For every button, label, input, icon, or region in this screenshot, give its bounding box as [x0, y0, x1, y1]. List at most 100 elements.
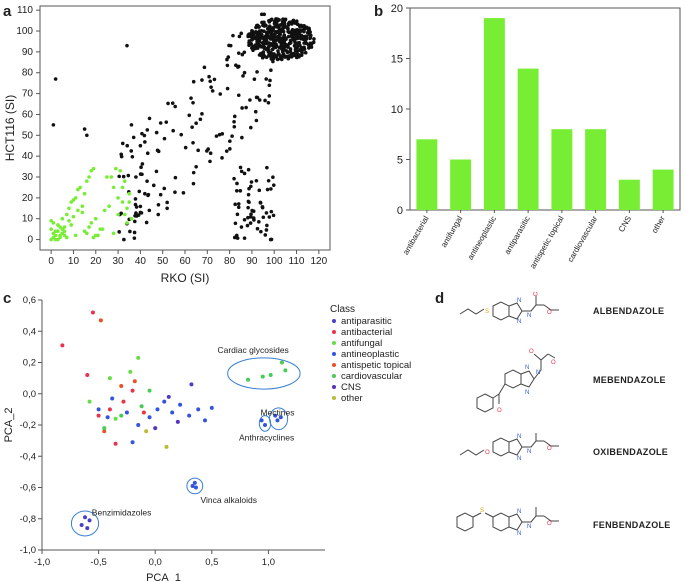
- data-point-black: [82, 127, 87, 131]
- data-point-black: [248, 221, 253, 225]
- data-point-black: [254, 118, 259, 123]
- data-point-green: [102, 208, 107, 213]
- data-point-antineoplastic: [136, 423, 141, 427]
- data-point-antineoplastic: [196, 407, 201, 412]
- svg-text:O: O: [547, 521, 552, 527]
- data-point-green: [53, 237, 58, 242]
- data-point-black: [126, 173, 131, 178]
- data-point-green: [76, 208, 80, 213]
- data-point-black: [298, 48, 302, 53]
- data-point-cardiovascular: [102, 426, 107, 431]
- data-point-black: [275, 57, 280, 62]
- legend-label: cardiovascular: [341, 371, 402, 382]
- data-point-cardiovascular: [119, 413, 124, 418]
- data-point-black: [132, 230, 137, 235]
- data-point-black: [122, 237, 126, 242]
- data-point-green: [87, 225, 91, 229]
- data-point-black: [269, 68, 273, 73]
- data-point-antineoplastic: [170, 410, 175, 415]
- data-point-black: [308, 30, 312, 34]
- data-point-green: [89, 221, 94, 225]
- y-tick-label: -0,8: [20, 514, 36, 525]
- x-tick-label: 0: [48, 256, 54, 267]
- data-point-green: [87, 175, 91, 179]
- data-point-black: [304, 37, 309, 41]
- data-point-black: [257, 188, 262, 193]
- data-point-black: [260, 55, 265, 60]
- y-axis-label: PCA_2: [3, 408, 15, 443]
- panel-label-b: b: [374, 3, 384, 20]
- data-point-black: [227, 43, 231, 48]
- legend-marker: [332, 385, 336, 389]
- data-point-green: [129, 216, 134, 221]
- data-point-black: [250, 46, 254, 50]
- data-point-black: [151, 183, 156, 188]
- data-point-black: [257, 29, 262, 33]
- data-point-green: [111, 185, 116, 190]
- data-point-black: [279, 29, 283, 34]
- data-point-green: [120, 185, 125, 190]
- data-point-black: [257, 98, 262, 102]
- data-point-black: [247, 32, 252, 37]
- data-point-black: [208, 79, 213, 84]
- svg-text:O: O: [529, 349, 534, 355]
- svg-text:S: S: [480, 508, 484, 514]
- data-point-black: [145, 128, 150, 132]
- data-point-cardiovascular: [260, 374, 265, 379]
- data-point-black: [237, 34, 242, 39]
- legend-marker: [332, 330, 336, 334]
- data-point-green: [71, 198, 76, 202]
- y-tick-label: 20: [391, 3, 403, 15]
- data-point-black: [191, 141, 195, 145]
- data-point-antineoplastic: [193, 485, 198, 490]
- annotation: Cardiac glycosides: [217, 345, 288, 355]
- data-point-antineoplastic: [192, 480, 197, 485]
- data-point-black: [301, 28, 306, 33]
- data-point-black: [307, 46, 311, 50]
- x-tick-label: 50: [157, 256, 169, 267]
- data-point-cns: [153, 426, 158, 431]
- data-point-black: [125, 43, 129, 48]
- data-point-black: [208, 159, 212, 164]
- data-point-green: [125, 221, 129, 225]
- data-point-black: [238, 188, 243, 193]
- data-point-green: [82, 229, 87, 234]
- data-point-black: [218, 92, 223, 96]
- bar-cns: [618, 179, 640, 210]
- data-point-black: [267, 24, 272, 29]
- y-axis-label: HCT116 (SI): [3, 95, 17, 161]
- data-point-antifungal: [136, 355, 141, 360]
- data-point-green: [107, 204, 111, 209]
- svg-text:O: O: [551, 360, 556, 366]
- data-point-green: [127, 200, 132, 204]
- data-point-black: [236, 202, 241, 206]
- data-point-black: [263, 233, 268, 237]
- data-point-antiparasitic: [79, 523, 84, 527]
- legend-marker: [332, 374, 336, 378]
- legend-marker: [332, 352, 336, 356]
- data-point-black: [191, 79, 196, 84]
- data-point-black: [239, 225, 244, 229]
- data-point-black: [166, 101, 170, 106]
- data-point-black: [246, 215, 250, 220]
- data-point-black: [147, 116, 152, 121]
- data-point-black: [190, 125, 194, 129]
- x-tick-label: antineoplastic: [466, 215, 498, 262]
- data-point-black: [271, 183, 276, 187]
- data-point-black: [309, 33, 313, 38]
- data-point-green: [80, 210, 85, 215]
- legend-marker: [332, 341, 336, 345]
- data-point-black: [235, 181, 239, 186]
- data-point-black: [200, 112, 204, 116]
- annotation: Mectines: [260, 408, 294, 418]
- data-point-black: [300, 51, 304, 55]
- data-point-antineoplastic: [96, 407, 101, 412]
- data-point-black: [264, 228, 269, 232]
- data-point-cardiovascular: [139, 404, 144, 409]
- bar-other: [652, 169, 674, 210]
- data-point-black: [121, 174, 126, 179]
- data-point-antifungal: [87, 399, 92, 404]
- data-point-green: [62, 229, 67, 234]
- data-point-black: [258, 201, 263, 205]
- data-point-black: [253, 109, 258, 114]
